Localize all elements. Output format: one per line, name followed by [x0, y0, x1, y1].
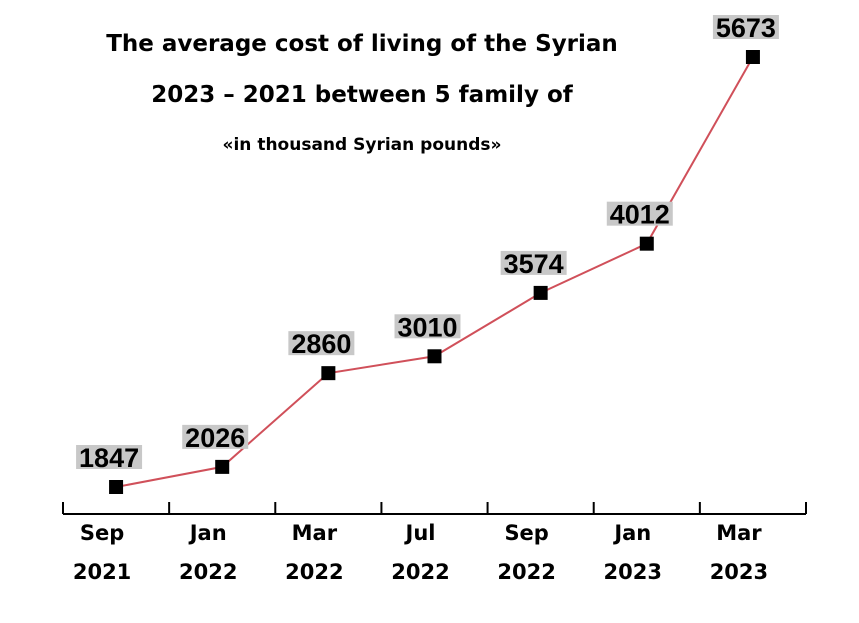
- data-label-background: [76, 445, 143, 469]
- data-point-marker: [109, 480, 124, 494]
- x-tick-label-month: Jan: [612, 521, 651, 545]
- data-point-marker: [321, 366, 336, 381]
- x-tick-label-month: Jan: [188, 521, 227, 545]
- x-tick-label-year: 2021: [73, 560, 131, 584]
- data-point-marker: [745, 50, 760, 64]
- data-label: 3010: [397, 312, 457, 342]
- chart-title-line-3: «in thousand Syrian pounds»: [223, 135, 502, 155]
- data-point-marker: [215, 459, 230, 474]
- data-label-background: [606, 201, 673, 226]
- chart-title-line-1: The average cost of living of the Syrian: [106, 31, 618, 57]
- x-tick-label-year: 2022: [285, 560, 343, 584]
- x-tick-label-month: Mar: [716, 521, 762, 545]
- x-tick-label-year: 2023: [710, 560, 768, 584]
- x-tick-label-year: 2022: [179, 560, 237, 584]
- data-point-marker: [427, 349, 442, 364]
- x-tick-label-month: Jul: [404, 521, 436, 545]
- x-tick-label-year: 2022: [391, 560, 449, 584]
- x-axis-ticks: [62, 502, 807, 514]
- data-label: 1847: [79, 443, 139, 473]
- x-tick-label-year: 2023: [604, 560, 662, 584]
- data-label-background: [394, 314, 461, 339]
- x-tick-label-year: 2022: [497, 560, 555, 584]
- chart-title-line-2: 2023 – 2021 between 5 family of: [151, 82, 574, 108]
- data-label: 2026: [185, 423, 245, 453]
- x-axis-tick-labels: Sep 2021 Jan 2022 Mar 2022 Jul 2022 Sep 2022 Jan 20…: [73, 521, 768, 584]
- data-labels: 1847 2026 2860 3010 3574 4012 5673: [76, 13, 779, 473]
- data-label: 4012: [610, 200, 670, 230]
- data-label-background: [500, 250, 567, 275]
- data-label-background: [712, 15, 779, 39]
- data-point-marker: [533, 285, 548, 300]
- data-label-background: [182, 424, 249, 449]
- data-point-marker: [639, 236, 654, 251]
- x-tick-label-month: Mar: [292, 521, 338, 545]
- data-markers: [109, 50, 760, 494]
- data-label: 2860: [291, 329, 351, 359]
- data-label: 3574: [504, 249, 564, 279]
- x-tick-label-month: Sep: [80, 521, 124, 545]
- x-tick-label-month: Sep: [504, 521, 548, 545]
- data-label-background: [288, 331, 355, 356]
- data-label: 5673: [716, 13, 776, 43]
